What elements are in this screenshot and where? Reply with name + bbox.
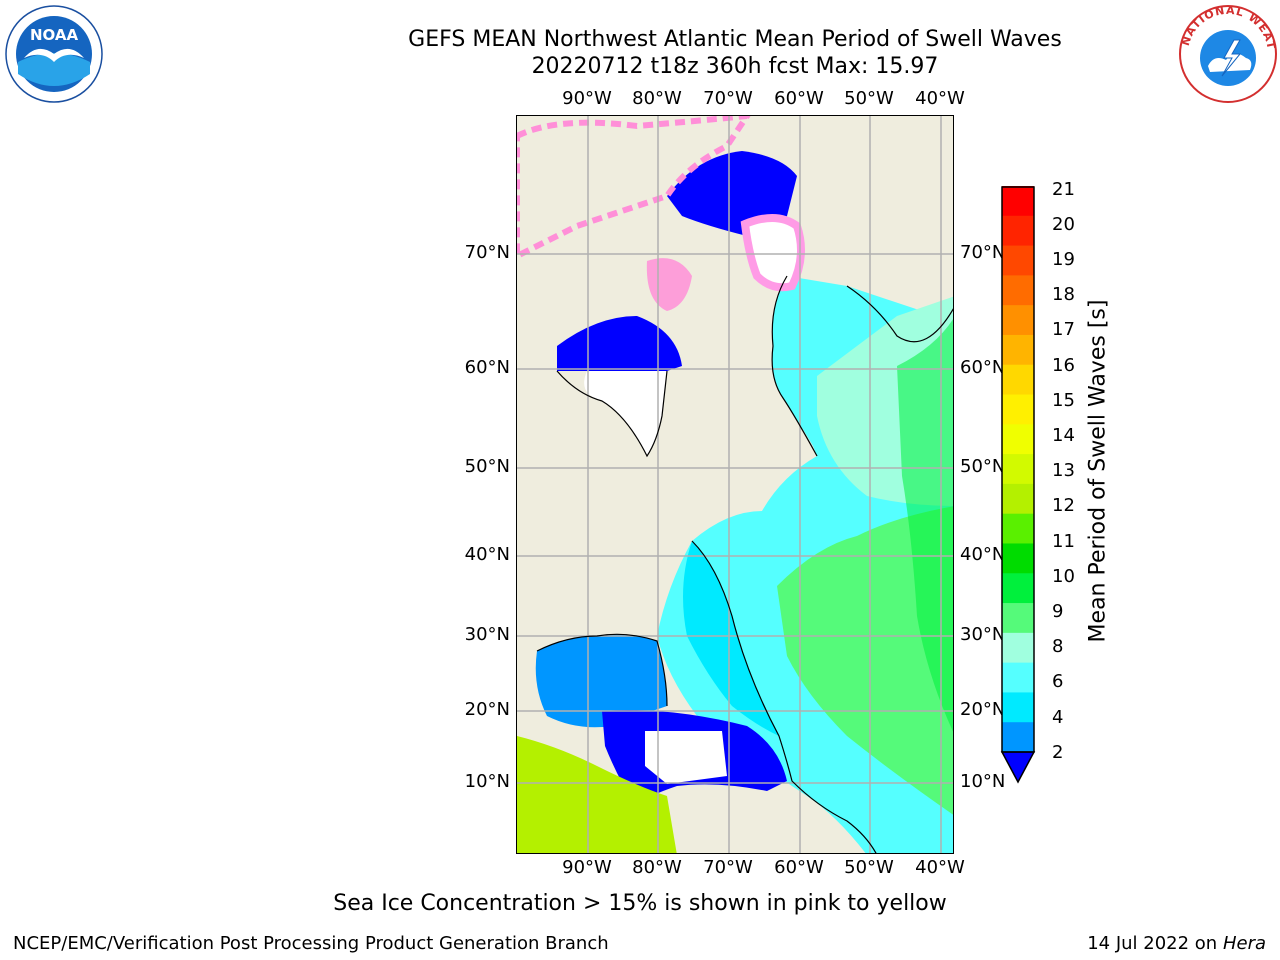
colorbar-segment	[1002, 454, 1034, 485]
coastlines	[536, 275, 953, 853]
chart-title: GEFS MEAN Northwest Atlantic Mean Period…	[408, 27, 1062, 52]
lon-label-top: 40°W	[915, 88, 965, 109]
lat-label-right: 10°N	[960, 771, 1006, 792]
lat-label-left: 70°N	[464, 242, 510, 263]
lat-label-left: 20°N	[464, 699, 510, 720]
colorbar-segment	[1002, 722, 1034, 753]
colorbar-tick: 18	[1052, 284, 1075, 305]
colorbar-segment	[1002, 305, 1034, 336]
colorbar-segment	[1002, 573, 1034, 604]
james-bay-nodata	[584, 371, 667, 456]
colorbar-segment	[1002, 186, 1034, 217]
colorbar-segment	[1002, 334, 1034, 366]
sea-ice-arctic	[517, 116, 751, 260]
producer-credit: NCEP/EMC/Verification Post Processing Pr…	[13, 933, 609, 954]
colorbar-segment	[1002, 513, 1034, 544]
sea-ice-baffin	[740, 214, 805, 292]
colorbar-segment	[1002, 424, 1034, 455]
lon-label-bottom: 70°W	[703, 857, 753, 878]
colorbar-tick: 19	[1052, 249, 1075, 270]
lat-label-right: 30°N	[960, 624, 1006, 645]
lat-label-right: 50°N	[960, 456, 1006, 477]
lat-label-left: 40°N	[464, 544, 510, 565]
colorbar-segment	[1002, 662, 1034, 693]
colorbar-tick: 8	[1052, 636, 1064, 657]
lat-label-left: 30°N	[464, 624, 510, 645]
lon-label-bottom: 50°W	[844, 857, 894, 878]
sea-ice-foxe	[646, 258, 692, 311]
colorbar-label: Mean Period of Swell Waves [s]	[1085, 299, 1111, 643]
hudson-bay	[557, 316, 682, 371]
noaa-logo: NOAA	[4, 4, 104, 104]
nearshore-band	[683, 541, 779, 736]
swell-band-mid	[777, 506, 953, 815]
colorbar-segment	[1002, 275, 1034, 306]
lat-label-right: 70°N	[960, 242, 1006, 263]
lon-label-top: 50°W	[844, 88, 894, 109]
colorbar-tick: 15	[1052, 390, 1075, 411]
lon-label-top: 90°W	[562, 88, 612, 109]
colorbar-tick: 10	[1052, 566, 1075, 587]
lat-label-right: 20°N	[960, 699, 1006, 720]
colorbar-tick: 4	[1052, 707, 1064, 728]
south-america-region	[517, 736, 677, 853]
colorbar-tick: 11	[1052, 531, 1075, 552]
colorbar-segment	[1002, 215, 1034, 247]
colorbar-tick: 17	[1052, 319, 1075, 340]
national-weather-service-logo: NATIONAL WEATHER SERVICE	[1173, 0, 1278, 104]
chart-subtitle: 20220712 t18z 360h fcst Max: 15.97	[531, 54, 939, 79]
caribbean-nodata	[645, 731, 727, 784]
colorbar-tick: 13	[1052, 460, 1075, 481]
colorbar-tick: 12	[1052, 495, 1075, 516]
colorbar-tick: 20	[1052, 214, 1075, 235]
lon-label-top: 70°W	[703, 88, 753, 109]
colorbar	[1000, 186, 1036, 786]
lon-label-top: 60°W	[774, 88, 824, 109]
lat-label-right: 60°N	[960, 357, 1006, 378]
colorbar-frame	[1001, 186, 1035, 753]
date-text: 14 Jul 2022 on	[1087, 933, 1218, 954]
colorbar-segment	[1002, 364, 1034, 396]
noaa-logo-text: NOAA	[30, 26, 79, 44]
map-panel	[516, 115, 954, 854]
colorbar-tick: 14	[1052, 425, 1075, 446]
lon-label-top: 80°W	[632, 88, 682, 109]
swell-band-east	[897, 319, 953, 732]
colorbar-tick: 6	[1052, 671, 1064, 692]
lon-label-bottom: 40°W	[915, 857, 965, 878]
colorbar-segment	[1002, 483, 1034, 515]
colorbar-tick: 9	[1052, 601, 1064, 622]
colorbar-segment	[1002, 245, 1034, 276]
lon-label-bottom: 90°W	[562, 857, 612, 878]
lat-label-right: 40°N	[960, 544, 1006, 565]
lon-label-bottom: 80°W	[632, 857, 682, 878]
lat-label-left: 10°N	[464, 771, 510, 792]
colorbar-segment	[1002, 692, 1034, 723]
colorbar-tick: 2	[1052, 742, 1064, 763]
lat-label-left: 50°N	[464, 456, 510, 477]
colorbar-tick: 21	[1052, 179, 1075, 200]
colorbar-segment	[1002, 632, 1034, 664]
swell-period-map	[517, 116, 953, 853]
colorbar-tick: 16	[1052, 355, 1075, 376]
lon-label-bottom: 60°W	[774, 857, 824, 878]
lat-label-left: 60°N	[464, 357, 510, 378]
generation-date: 14 Jul 2022 on Hera	[1087, 933, 1266, 954]
colorbar-scale	[1000, 186, 1036, 784]
colorbar-segment	[1002, 543, 1034, 574]
gulf-of-mexico	[535, 634, 667, 728]
colorbar-extend-arrow	[1000, 751, 1036, 784]
sea-ice-note: Sea Ice Concentration > 15% is shown in …	[333, 891, 947, 916]
machine-name: Hera	[1222, 933, 1266, 954]
colorbar-segment	[1002, 603, 1034, 634]
colorbar-segment	[1002, 394, 1034, 425]
